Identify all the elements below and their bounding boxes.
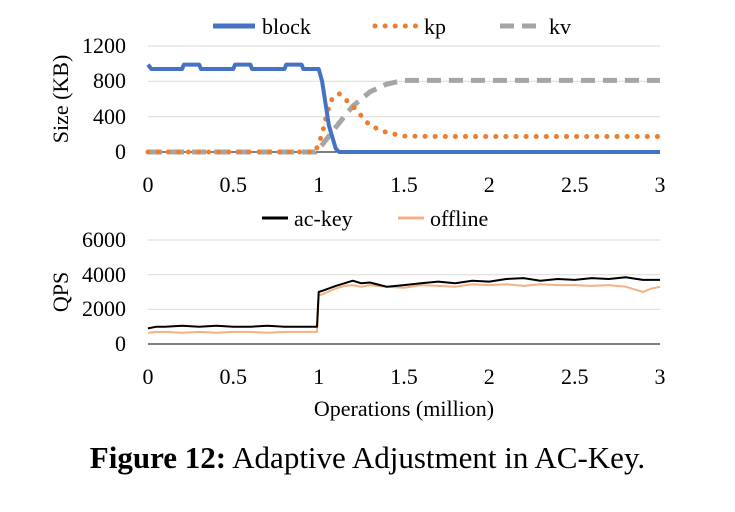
series-line-kp	[145, 90, 663, 155]
qps-gridlines	[148, 239, 660, 310]
size-y-tick: 0	[115, 139, 126, 164]
qps-x-axis-label: Operations (million)	[314, 396, 494, 421]
legend-label-kp: kp	[424, 14, 446, 39]
size-x-tick: 1	[313, 172, 324, 197]
qps-y-tick: 0	[115, 331, 126, 356]
qps-x-ticks: 0 0.5 1 1.5 2 2.5 3	[143, 364, 666, 389]
size-legend: block kp kv	[213, 14, 571, 39]
figure-caption: Figure 12: Adaptive Adjustment in AC-Key…	[0, 440, 735, 476]
qps-x-tick: 1	[313, 364, 324, 389]
size-x-tick: 0.5	[220, 172, 248, 197]
qps-x-tick: 2	[484, 364, 495, 389]
caption-label: Figure 12:	[89, 440, 227, 475]
legend-label-block: block	[262, 14, 311, 39]
size-x-tick: 2	[484, 172, 495, 197]
size-y-ticks: 0 400 800 1200	[82, 33, 126, 164]
qps-y-tick: 6000	[82, 227, 126, 252]
figure: block kp kv 0 400 800 1200 0 0.5 1 1.5 2…	[48, 14, 666, 421]
series-line-block	[146, 62, 660, 154]
size-x-tick: 3	[655, 172, 666, 197]
qps-x-tick: 3	[655, 364, 666, 389]
qps-x-tick: 1.5	[390, 364, 418, 389]
caption-text: Adaptive Adjustment in AC-Key.	[232, 440, 646, 475]
qps-x-tick: 0.5	[220, 364, 248, 389]
series-line-offline	[147, 283, 661, 334]
legend-label-offline: offline	[430, 206, 488, 231]
size-series	[145, 62, 663, 155]
qps-x-tick: 2.5	[561, 364, 589, 389]
qps-chart: ac-key offline 0 2000 4000 6000 0 0.5 1 …	[48, 206, 666, 421]
legend-label-kv: kv	[549, 14, 571, 39]
legend-label-ac-key: ac-key	[294, 206, 353, 231]
qps-y-ticks: 0 2000 4000 6000	[82, 227, 126, 356]
size-gridlines	[148, 45, 660, 118]
size-y-tick: 1200	[82, 33, 126, 58]
size-y-tick: 800	[93, 68, 126, 93]
qps-legend: ac-key offline	[262, 206, 488, 231]
size-chart: block kp kv 0 400 800 1200 0 0.5 1 1.5 2…	[48, 14, 666, 197]
series-line-ac-key	[147, 276, 660, 330]
qps-y-tick: 2000	[82, 296, 126, 321]
size-x-ticks: 0 0.5 1 1.5 2 2.5 3	[143, 172, 666, 197]
size-x-tick: 0	[143, 172, 154, 197]
qps-y-axis-label: QPS	[48, 272, 73, 312]
size-x-tick: 1.5	[390, 172, 418, 197]
size-x-tick: 2.5	[561, 172, 589, 197]
size-y-tick: 400	[93, 104, 126, 129]
series-line-kv	[148, 77, 660, 155]
qps-x-tick: 0	[143, 364, 154, 389]
qps-series	[147, 276, 661, 334]
qps-y-tick: 4000	[82, 262, 126, 287]
size-y-axis-label: Size (KB)	[48, 55, 73, 144]
